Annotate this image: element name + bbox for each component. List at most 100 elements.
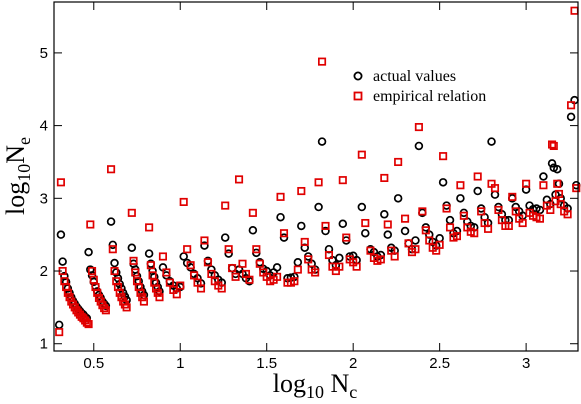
x-tick-label: 3 (522, 355, 530, 372)
data-point-square (186, 261, 195, 270)
data-point-circle (84, 247, 93, 257)
data-point-square (522, 179, 531, 188)
data-point-circle (272, 263, 282, 272)
data-point-square (276, 192, 285, 201)
data-point-square (380, 173, 389, 183)
data-point-circle (200, 241, 209, 250)
data-point-square (442, 204, 451, 213)
data-point-square (183, 245, 192, 254)
data-point-circle (106, 217, 116, 226)
data-marks (54, 6, 581, 337)
data-point-circle (566, 112, 576, 122)
data-point-square (352, 262, 361, 271)
data-point-square (539, 181, 548, 190)
data-point-square (401, 214, 410, 223)
data-point-square (549, 141, 558, 151)
data-point-circle (54, 320, 64, 330)
x-tick-label: 2.5 (429, 355, 450, 372)
data-point-square (504, 221, 513, 230)
data-point-square (293, 265, 302, 274)
legend-marker-empirical-relation (353, 91, 363, 101)
data-point-circle (224, 249, 233, 258)
data-point-square (252, 245, 261, 254)
data-point-square (248, 208, 257, 217)
data-point-square (290, 277, 299, 286)
x-tick-label: 0.5 (83, 355, 104, 372)
data-point-circle (456, 194, 465, 203)
data-point-circle (445, 215, 455, 225)
data-point-square (511, 207, 520, 216)
data-point-square (425, 236, 434, 245)
data-point-circle (539, 172, 548, 181)
data-point-square (338, 176, 347, 185)
data-point-circle (357, 202, 367, 212)
data-point-square (190, 271, 199, 280)
data-point-square (145, 223, 154, 232)
data-point-square (553, 179, 562, 188)
y-tick-label: 2 (40, 263, 48, 280)
data-point-square (115, 288, 124, 297)
data-point-circle (380, 210, 389, 219)
data-point-square (456, 181, 465, 190)
data-point-circle (547, 159, 557, 168)
data-point-square (155, 293, 164, 302)
data-point-square (179, 197, 188, 206)
data-point-square (127, 208, 136, 217)
data-point-square (459, 211, 468, 220)
x-axis-label: log10 Nc (273, 369, 358, 402)
data-point-square (546, 205, 555, 214)
data-point-square (324, 250, 334, 260)
data-point-circle (552, 164, 562, 174)
data-point-square (570, 6, 579, 15)
data-point-square (100, 304, 109, 313)
data-point-square (138, 293, 147, 302)
data-point-square (148, 271, 157, 280)
data-point-square (117, 293, 126, 302)
data-point-square (418, 207, 427, 216)
y-axis-label: log10Ne (1, 137, 34, 215)
data-point-square (445, 223, 455, 232)
data-point-square (86, 220, 95, 229)
data-point-square (162, 268, 171, 277)
y-tick-label: 1 (40, 336, 48, 353)
data-point-square (93, 288, 102, 297)
data-point-square (484, 224, 493, 233)
data-point-circle (144, 249, 154, 258)
data-point-circle (435, 234, 444, 243)
data-point-square (490, 184, 500, 193)
data-point-circle (58, 257, 67, 266)
data-point-square (279, 229, 289, 238)
data-point-square (494, 205, 503, 214)
data-point-square (439, 152, 448, 161)
data-point-square (318, 57, 327, 66)
data-point-circle (411, 236, 420, 245)
data-point-square (82, 318, 91, 327)
data-point-square (421, 226, 430, 235)
data-point-square (207, 269, 216, 278)
data-point-square (203, 258, 212, 267)
series-empirical-relation (55, 6, 581, 337)
data-point-square (297, 186, 306, 196)
data-point-circle (338, 219, 348, 229)
data-point-square (556, 200, 565, 209)
data-point-circle (220, 233, 230, 242)
data-point-square (508, 192, 517, 201)
data-point-circle (361, 228, 370, 238)
data-point-circle (414, 141, 424, 151)
data-point-square (136, 288, 145, 297)
data-point-square (314, 178, 323, 187)
data-point-square (311, 268, 320, 277)
data-point-square (376, 255, 385, 264)
data-point-circle (393, 194, 403, 203)
data-point-square (435, 240, 444, 249)
data-point-square (217, 284, 226, 293)
data-point-circle (400, 226, 410, 236)
legend-label-actual-values: actual values (373, 68, 456, 85)
data-point-circle (56, 230, 66, 239)
y-axis-ticks: 1 2 3 4 5 (40, 45, 578, 353)
y-tick-label: 3 (40, 190, 48, 207)
data-point-square (255, 259, 264, 268)
data-point-square (55, 328, 64, 337)
data-point-square (139, 297, 148, 306)
data-point-circle (473, 186, 482, 196)
